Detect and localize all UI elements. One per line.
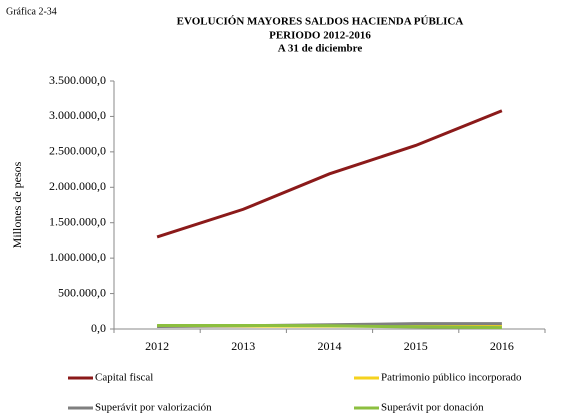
legend-label: Superávit por valorización bbox=[95, 402, 212, 414]
y-tick-label: 2.000.000,0 bbox=[49, 179, 106, 193]
x-tick-label: 2015 bbox=[404, 339, 428, 353]
y-tick-label: 3.000.000,0 bbox=[49, 108, 106, 122]
y-tick-label: 0,0 bbox=[91, 321, 106, 335]
line-series bbox=[157, 323, 502, 330]
line-series bbox=[156, 109, 503, 239]
y-axis-label: Millones de pesos bbox=[10, 161, 24, 248]
y-tick-label: 1.000.000,0 bbox=[49, 250, 106, 264]
y-tick-label: 2.500.000,0 bbox=[49, 144, 106, 158]
chart-subtitle: A 31 de diciembre bbox=[278, 43, 363, 55]
x-tick-label: 2014 bbox=[318, 339, 342, 353]
chart-subtitle: PERIODO 2012-2016 bbox=[269, 30, 371, 42]
y-tick-label: 500.000,0 bbox=[58, 285, 106, 299]
y-tick-label: 3.500.000,0 bbox=[49, 73, 106, 87]
legend-label: Superávit por donación bbox=[381, 402, 484, 414]
chart-title: EVOLUCIÓN MAYORES SALDOS HACIENDA PÚBLIC… bbox=[177, 16, 464, 28]
y-tick-label: 1.500.000,0 bbox=[49, 214, 106, 228]
x-tick-label: 2016 bbox=[490, 339, 514, 353]
legend-label: Patrimonio público incorporado bbox=[381, 372, 522, 384]
figure-label: Gráfica 2-34 bbox=[6, 6, 57, 17]
x-tick-label: 2012 bbox=[145, 339, 169, 353]
x-tick-label: 2013 bbox=[231, 339, 255, 353]
legend-label: Capital fiscal bbox=[95, 372, 153, 384]
